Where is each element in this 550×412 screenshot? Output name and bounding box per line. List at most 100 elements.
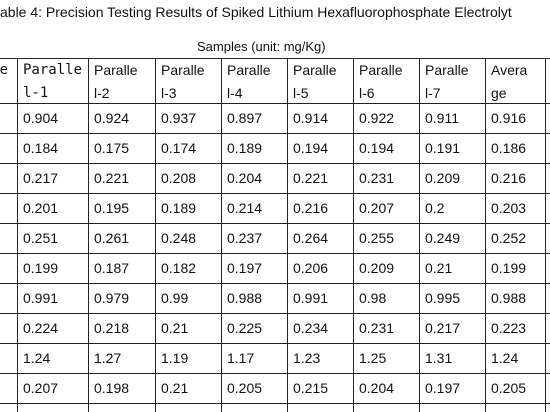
column-border xyxy=(155,58,156,412)
column-border xyxy=(545,58,546,412)
header-cell: l-2 xyxy=(94,85,110,101)
row-border xyxy=(0,58,550,59)
table-cell: 0.208 xyxy=(161,170,197,186)
table-cell: 0.194 xyxy=(359,140,395,156)
table-cell: 0.198 xyxy=(94,380,130,396)
table-cell: 1.23 xyxy=(293,350,321,366)
header-cell: Paralle xyxy=(94,62,138,78)
row-border xyxy=(0,223,550,224)
table-cell: 0.911 xyxy=(425,110,459,126)
table-cell: 0.194 xyxy=(293,140,329,156)
table-cell: 0.207 xyxy=(359,200,395,216)
table-cell: 0.924 xyxy=(94,110,130,126)
header-cell: Paralle xyxy=(227,62,271,78)
table-cell: 0.223 xyxy=(491,320,527,336)
row-border xyxy=(0,103,550,104)
table-cell: 0.215 xyxy=(293,380,329,396)
header-cell: l-1 xyxy=(23,85,49,101)
header-cell: l-3 xyxy=(161,85,177,101)
table-cell: 0.231 xyxy=(359,320,395,336)
row-border xyxy=(0,283,550,284)
table-cell: 0.175 xyxy=(94,140,130,156)
table-cell: 0.225 xyxy=(227,320,263,336)
header-cell: e xyxy=(0,62,8,78)
row-border xyxy=(0,403,550,404)
table-cell: 0.203 xyxy=(491,200,527,216)
header-cell: Paralle xyxy=(23,62,83,78)
header-cell: Paralle xyxy=(161,62,205,78)
table-cell: 0.206 xyxy=(293,260,329,276)
table-cell: 0.182 xyxy=(161,260,197,276)
table-cell: 1.25 xyxy=(359,350,387,366)
table-cell: 0.916 xyxy=(491,110,527,126)
table-cell: 0.904 xyxy=(23,110,59,126)
header-cell: Avera xyxy=(491,62,528,78)
column-border xyxy=(287,58,288,412)
table-cell: 0.199 xyxy=(491,260,527,276)
table-cell: 0.995 xyxy=(425,290,461,306)
column-border xyxy=(419,58,420,412)
header-cell: l-5 xyxy=(293,85,309,101)
table-cell: 0.234 xyxy=(293,320,329,336)
table-cell: 0.21 xyxy=(425,260,453,276)
table-cell: 0.214 xyxy=(227,200,263,216)
table-cell: 0.197 xyxy=(425,380,461,396)
table-cell: 0.991 xyxy=(293,290,329,306)
table-cell: 0.237 xyxy=(227,230,263,246)
table-cell: 0.248 xyxy=(161,230,197,246)
table-cell: 0.197 xyxy=(227,260,263,276)
table-cell: 0.98 xyxy=(359,290,387,306)
header-cell: l-6 xyxy=(359,85,375,101)
table-cell: 0.979 xyxy=(94,290,130,306)
table-cell: 0.199 xyxy=(23,260,59,276)
row-border xyxy=(0,163,550,164)
table-cell: 0.249 xyxy=(425,230,461,246)
row-border xyxy=(0,133,550,134)
table-cell: 0.204 xyxy=(359,380,395,396)
table-cell: 0.991 xyxy=(23,290,59,306)
table-cell: 0.224 xyxy=(23,320,59,336)
table-cell: 0.189 xyxy=(161,200,197,216)
table-cell: 0.187 xyxy=(94,260,130,276)
table-cell: 0.99 xyxy=(161,290,189,306)
column-border xyxy=(17,58,18,412)
table-cell: 1.24 xyxy=(491,350,519,366)
table-cell: 0.205 xyxy=(227,380,263,396)
table-cell: 0.221 xyxy=(293,170,329,186)
column-border xyxy=(485,58,486,412)
table-cell: 0.252 xyxy=(491,230,527,246)
row-border xyxy=(0,313,550,314)
header-cell: l-7 xyxy=(425,85,441,101)
row-border xyxy=(0,253,550,254)
table-cell: 0.189 xyxy=(227,140,263,156)
table-cell: 0.216 xyxy=(491,170,527,186)
table-cell: 0.251 xyxy=(23,230,59,246)
table-cell: 0.264 xyxy=(293,230,329,246)
table-cell: 0.191 xyxy=(425,140,461,156)
table-cell: 1.27 xyxy=(94,350,122,366)
table-cell: 0.255 xyxy=(359,230,395,246)
header-cell: Paralle xyxy=(359,62,403,78)
table-subtitle: Samples (unit: mg/Kg) xyxy=(197,39,326,54)
table-cell: 0.209 xyxy=(359,260,395,276)
table-cell: 0.217 xyxy=(425,320,461,336)
table-cell: 0.184 xyxy=(23,140,59,156)
table-cell: 0.21 xyxy=(161,380,189,396)
header-cell: l-4 xyxy=(227,85,243,101)
table-cell: 0.216 xyxy=(293,200,329,216)
table-cell: 0.207 xyxy=(23,380,59,396)
header-cell: Paralle xyxy=(425,62,469,78)
table-cell: 0.174 xyxy=(161,140,197,156)
row-border xyxy=(0,193,550,194)
table-cell: 0.201 xyxy=(23,200,59,216)
column-border xyxy=(88,58,89,412)
table-cell: 1.17 xyxy=(227,350,255,366)
table-title: able 4: Precision Testing Results of Spi… xyxy=(0,4,512,20)
table-cell: 0.937 xyxy=(161,110,197,126)
table-cell: 0.2 xyxy=(425,200,445,216)
table-cell: 0.217 xyxy=(23,170,59,186)
table-cell: 0.988 xyxy=(227,290,263,306)
header-cell: Paralle xyxy=(293,62,337,78)
column-border xyxy=(221,58,222,412)
